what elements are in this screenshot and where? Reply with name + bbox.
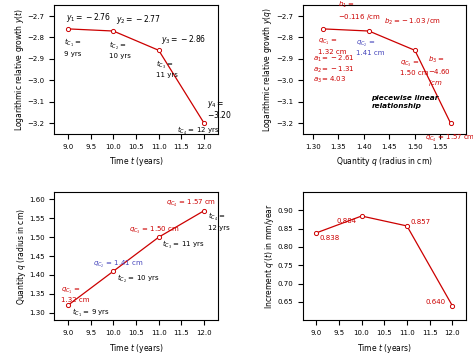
Text: $y_4 =$: $y_4 =$ bbox=[207, 99, 224, 110]
Text: $a_1 = -2.61$: $a_1 = -2.61$ bbox=[313, 54, 355, 64]
X-axis label: Time $t$ (years): Time $t$ (years) bbox=[108, 342, 164, 354]
Y-axis label: Increment $q'(t)$ in mm/year: Increment $q'(t)$ in mm/year bbox=[263, 203, 276, 309]
Text: $t_{C_1}$ = 9 yrs: $t_{C_1}$ = 9 yrs bbox=[71, 307, 110, 319]
X-axis label: Time $t$ (years): Time $t$ (years) bbox=[357, 342, 412, 354]
Text: $t_{C_3}$ =
11 yrs: $t_{C_3}$ = 11 yrs bbox=[157, 59, 178, 79]
Y-axis label: Quantity $q$ (radius in cm): Quantity $q$ (radius in cm) bbox=[15, 207, 27, 304]
Text: $t_{C_3}$ = 11 yrs: $t_{C_3}$ = 11 yrs bbox=[162, 239, 205, 251]
Text: 0.857: 0.857 bbox=[411, 219, 431, 225]
Text: $b_1 =$
$-0.116$ /cm: $b_1 =$ $-0.116$ /cm bbox=[338, 0, 381, 22]
Text: $-3.20$: $-3.20$ bbox=[207, 109, 231, 120]
Text: 0.640: 0.640 bbox=[425, 298, 445, 304]
Text: $q_{C_1}$ =
1.32 cm: $q_{C_1}$ = 1.32 cm bbox=[61, 286, 90, 303]
X-axis label: Quantity $q$ (radius in cm): Quantity $q$ (radius in cm) bbox=[336, 155, 433, 168]
Text: $a_2 = -1.31$: $a_2 = -1.31$ bbox=[313, 64, 355, 75]
Text: piecewise linear
relationship: piecewise linear relationship bbox=[371, 95, 439, 109]
X-axis label: Time $t$ (years): Time $t$ (years) bbox=[108, 155, 164, 168]
Text: $q_{C_2}$ =
1.41 cm: $q_{C_2}$ = 1.41 cm bbox=[356, 39, 385, 56]
Text: $t_{C_1}$ =
9 yrs: $t_{C_1}$ = 9 yrs bbox=[64, 38, 82, 57]
Text: $q_{C_4}$ = 1.57 cm: $q_{C_4}$ = 1.57 cm bbox=[425, 133, 473, 144]
Text: 0.838: 0.838 bbox=[320, 235, 340, 241]
Text: $y_3 = -2.86$: $y_3 = -2.86$ bbox=[161, 33, 207, 46]
Text: $q_{C_1}$ =
1.32 cm: $q_{C_1}$ = 1.32 cm bbox=[318, 38, 346, 55]
Y-axis label: Logarithmic relative growth $y(q)$: Logarithmic relative growth $y(q)$ bbox=[262, 7, 274, 132]
Text: $q_{C_2}$ = 1.41 cm: $q_{C_2}$ = 1.41 cm bbox=[93, 259, 143, 270]
Text: $t_{C_4}$ = 12 yrs: $t_{C_4}$ = 12 yrs bbox=[177, 125, 219, 137]
Text: $q_{C_3}$ =
1.50 cm: $q_{C_3}$ = 1.50 cm bbox=[400, 59, 428, 76]
Text: $b_2 = -1.03$ /cm: $b_2 = -1.03$ /cm bbox=[384, 17, 441, 27]
Text: $a_3 = 4.03$: $a_3 = 4.03$ bbox=[313, 75, 346, 85]
Text: $y_2 = -2.77$: $y_2 = -2.77$ bbox=[115, 13, 160, 26]
Text: $t_{C_2}$ = 10 yrs: $t_{C_2}$ = 10 yrs bbox=[117, 273, 159, 285]
Text: $t_{C_4}$ =
12 yrs: $t_{C_4}$ = 12 yrs bbox=[208, 211, 229, 231]
Text: $b_3 =$
$-4.60$
$/cm$: $b_3 =$ $-4.60$ $/cm$ bbox=[428, 55, 451, 88]
Text: $q_{C_4}$ = 1.57 cm: $q_{C_4}$ = 1.57 cm bbox=[166, 198, 216, 209]
Y-axis label: Logarithmic relative growth $y(t)$: Logarithmic relative growth $y(t)$ bbox=[13, 8, 26, 131]
Text: $y_1 = -2.76$: $y_1 = -2.76$ bbox=[66, 11, 111, 24]
Text: $q_{C_3}$ = 1.50 cm: $q_{C_3}$ = 1.50 cm bbox=[129, 224, 180, 236]
Text: $t_{C_2}$ =
10 yrs: $t_{C_2}$ = 10 yrs bbox=[109, 40, 131, 59]
Text: 0.884: 0.884 bbox=[337, 218, 357, 224]
